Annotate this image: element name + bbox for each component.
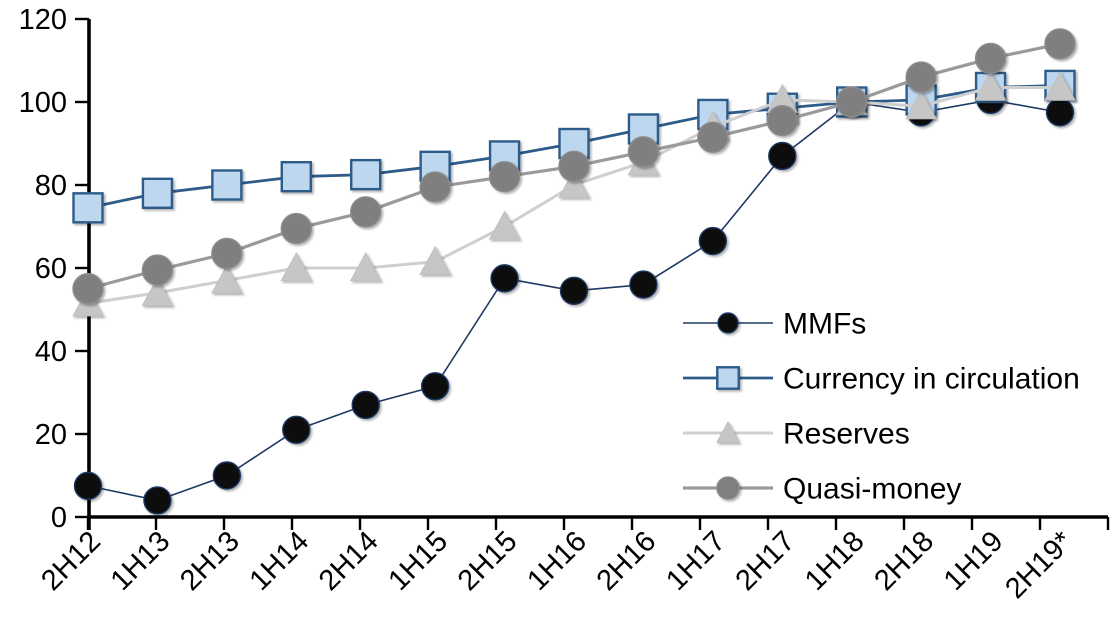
- legend-label: Quasi-money: [783, 473, 961, 506]
- marker-circle: [627, 136, 660, 168]
- marker-square: [141, 177, 174, 210]
- marker-triangle: [905, 90, 937, 120]
- x-axis-label: 1H18: [799, 525, 871, 597]
- marker-triangle: [558, 168, 590, 199]
- marker-circle: [72, 273, 104, 305]
- y-axis-label: 120: [19, 4, 67, 36]
- y-axis-label: 40: [35, 336, 67, 368]
- legend-item: Currency in circulation: [683, 363, 1080, 396]
- marker-circle: [698, 226, 728, 256]
- series: [72, 28, 1076, 515]
- marker-circle: [419, 171, 451, 203]
- marker-circle: [629, 270, 658, 299]
- marker-triangle: [280, 251, 313, 282]
- marker-circle: [836, 86, 868, 118]
- x-axis-label: 1H14: [244, 525, 316, 597]
- marker-circle: [211, 237, 243, 270]
- axes: 0204060801001202H121H132H131H142H141H152…: [19, 4, 1110, 605]
- marker-circle: [1045, 98, 1075, 127]
- x-axis-label: 2H17: [730, 525, 802, 597]
- x-axis-label: 1H19: [938, 525, 1010, 597]
- y-axis-label: 60: [35, 253, 67, 285]
- x-axis-label: 2H19*: [999, 525, 1079, 605]
- marker-triangle: [488, 210, 521, 240]
- y-axis-label: 80: [35, 170, 67, 202]
- marker-circle: [212, 461, 242, 490]
- marker-circle: [717, 312, 739, 334]
- marker-circle: [974, 42, 1007, 75]
- x-axis-label: 2H18: [868, 525, 940, 597]
- marker-circle: [766, 104, 798, 137]
- marker-circle: [282, 415, 311, 445]
- x-axis-label: 2H13: [174, 525, 246, 597]
- marker-circle: [905, 61, 937, 93]
- marker-circle: [716, 476, 740, 500]
- marker-circle: [350, 196, 382, 228]
- x-axis-label: 2H12: [35, 525, 107, 597]
- series-quasi-money: [72, 28, 1076, 305]
- x-axis-label: 2H15: [452, 525, 524, 597]
- marker-circle: [558, 150, 590, 183]
- marker-circle: [280, 212, 312, 245]
- x-axis-label: 1H17: [660, 525, 732, 597]
- legend-item: MMFs: [683, 308, 866, 341]
- marker-circle: [490, 264, 519, 293]
- legend-item: Quasi-money: [683, 473, 961, 506]
- series-currency-in-circulation: [72, 69, 1076, 224]
- marker-triangle: [716, 420, 740, 443]
- marker-triangle: [419, 245, 451, 275]
- marker-circle: [697, 121, 729, 153]
- marker-circle: [73, 471, 103, 501]
- y-axis-label: 20: [35, 419, 67, 451]
- legend-item: Reserves: [683, 418, 910, 451]
- marker-square: [350, 158, 382, 191]
- y-axis-label: 0: [51, 502, 67, 534]
- marker-triangle: [974, 71, 1007, 101]
- marker-square: [280, 160, 312, 193]
- legend-label: Reserves: [783, 418, 910, 451]
- marker-square: [72, 192, 104, 224]
- marker-circle: [559, 276, 589, 306]
- marker-triangle: [1044, 71, 1076, 101]
- marker-square: [211, 169, 243, 201]
- x-axis-label: 1H13: [105, 525, 177, 597]
- x-axis-label: 2H16: [591, 525, 663, 597]
- x-axis-label: 1H15: [382, 525, 454, 597]
- marker-triangle: [211, 264, 243, 294]
- x-axis-label: 1H16: [521, 525, 593, 597]
- marker-circle: [143, 486, 172, 515]
- marker-circle: [768, 141, 797, 171]
- x-axis-label: 2H14: [313, 525, 385, 597]
- marker-circle: [488, 160, 521, 193]
- marker-circle: [141, 254, 174, 286]
- marker-triangle: [141, 276, 174, 306]
- marker-circle: [420, 372, 450, 401]
- marker-circle: [1044, 28, 1076, 60]
- marker-triangle: [349, 251, 382, 282]
- legend-label: MMFs: [783, 308, 866, 341]
- y-axis-label: 100: [19, 87, 67, 119]
- marker-circle: [351, 390, 380, 420]
- legend-label: Currency in circulation: [783, 363, 1080, 396]
- marker-square: [716, 366, 740, 390]
- legend: MMFs Currency in circulation Reserves Quasi…: [683, 308, 1080, 506]
